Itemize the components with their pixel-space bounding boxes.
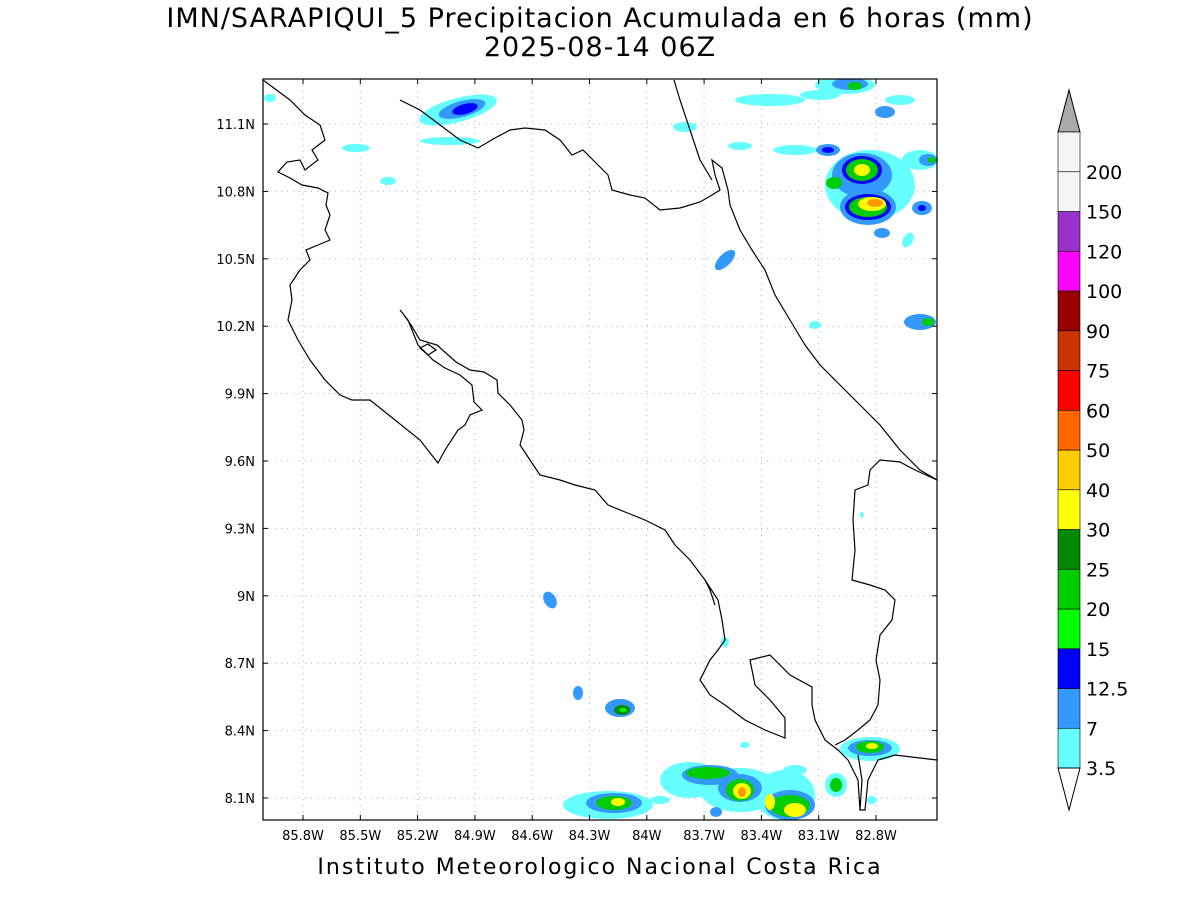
lat-tick-label: 8.7N [225, 657, 255, 672]
colorbar-label: 15 [1086, 639, 1110, 661]
colorbar-label: 40 [1086, 480, 1110, 502]
colorbar-label: 30 [1086, 520, 1110, 542]
colorbar-label: 50 [1086, 440, 1110, 462]
colorbar-segment [1057, 290, 1081, 332]
rain-cell-south [543, 512, 900, 820]
lon-tick-label: 84.3W [569, 829, 611, 844]
lon-tick-label: 84W [632, 829, 662, 844]
lat-tick-label: 8.4N [225, 725, 255, 740]
colorbar-segment [1057, 409, 1081, 451]
lon-tick-label: 85.2W [397, 829, 439, 844]
colorbar-label: 120 [1086, 241, 1122, 263]
colorbar-label: 25 [1086, 559, 1110, 581]
colorbar-label: 75 [1086, 361, 1110, 383]
colorbar: 3.5 7 12.5 15 20 25 30 40 50 60 75 90 100 120 150 200 [1057, 88, 1128, 812]
colorbar-segment [1057, 489, 1081, 530]
lat-tick-label: 11.1N [216, 118, 255, 133]
colorbar-segment [1057, 330, 1081, 371]
colorbar-segment [1057, 131, 1081, 173]
lon-tick-label: 84.6W [511, 829, 553, 844]
colorbar-over-arrow [1057, 88, 1081, 133]
lat-tick-label: 10.2N [216, 320, 255, 335]
colorbar-label: 60 [1086, 400, 1110, 422]
colorbar-under-arrow [1057, 767, 1081, 812]
colorbar-segment [1057, 688, 1081, 729]
colorbar-segment [1057, 568, 1081, 610]
colorbar-segment [1057, 529, 1081, 570]
colorbar-label: 20 [1086, 599, 1110, 621]
colorbar-label: 100 [1086, 281, 1122, 303]
map-frame [262, 78, 938, 821]
lat-tick-label: 9.6N [225, 455, 255, 470]
rain-cell-ne [673, 79, 937, 330]
lon-tick-label: 85.8W [282, 829, 324, 844]
footer-credit: Instituto Meteorologico Nacional Costa R… [317, 855, 883, 880]
precipitation-field [264, 79, 937, 820]
axis-ticks [263, 79, 937, 820]
colorbar-label: 150 [1086, 202, 1122, 224]
lat-tick-label: 9.3N [225, 522, 255, 537]
colorbar-label: 90 [1086, 321, 1110, 343]
lat-tick-label: 10.8N [216, 185, 255, 200]
latitude-labels: 11.1N 10.8N 10.5N 10.2N 9.9N 9.6N 9.3N 9N 8.7N 8.… [216, 118, 255, 807]
lon-tick-label: 85.5W [339, 829, 381, 844]
colorbar-segment [1057, 171, 1081, 212]
lon-tick-label: 84.9W [454, 829, 496, 844]
lon-tick-label: 82.8W [855, 829, 897, 844]
map-title: IMN/SARAPIQUI_5 Precipitacion Acumulada … [166, 3, 1034, 34]
colorbar-segment [1057, 727, 1081, 769]
lon-tick-label: 83.4W [740, 829, 782, 844]
colorbar-label: 12.5 [1086, 679, 1128, 701]
lat-tick-label: 9.9N [225, 388, 255, 403]
lat-tick-label: 10.5N [216, 253, 255, 268]
lon-tick-label: 83.1W [798, 829, 840, 844]
colorbar-label: 7 [1086, 718, 1098, 740]
longitude-labels: 85.8W 85.5W 85.2W 84.9W 84.6W 84.3W 84W 83.7W 83… [282, 829, 897, 844]
rain-cell-nw [264, 94, 497, 185]
colorbar-label: 200 [1086, 162, 1122, 184]
coastline [263, 79, 937, 811]
lat-tick-label: 8.1N [225, 792, 255, 807]
colorbar-segment [1057, 211, 1081, 252]
colorbar-segment [1057, 250, 1081, 292]
colorbar-segment [1057, 370, 1081, 411]
lat-tick-label: 9N [237, 590, 255, 605]
lon-tick-label: 83.7W [683, 829, 725, 844]
colorbar-segment [1057, 449, 1081, 491]
colorbar-segment [1057, 648, 1081, 689]
colorbar-segment [1057, 608, 1081, 650]
map-datetime: 2025-08-14 06Z [483, 32, 717, 63]
colorbar-label: 3.5 [1086, 758, 1116, 780]
